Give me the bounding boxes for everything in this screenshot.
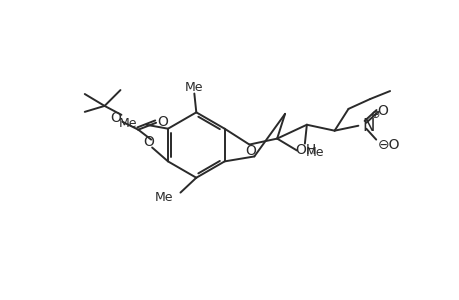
Text: O: O	[110, 111, 121, 125]
Text: Me: Me	[305, 146, 324, 159]
Text: O: O	[245, 145, 255, 158]
Text: Me: Me	[185, 81, 203, 94]
Text: ⊕: ⊕	[370, 110, 380, 120]
Text: OH: OH	[295, 142, 316, 157]
Text: N: N	[362, 117, 374, 135]
Text: O: O	[143, 135, 154, 148]
Text: ⊖O: ⊖O	[377, 138, 400, 152]
Text: Me: Me	[118, 117, 137, 130]
Text: Me: Me	[155, 191, 173, 204]
Text: O: O	[377, 104, 388, 118]
Text: O: O	[157, 115, 168, 129]
